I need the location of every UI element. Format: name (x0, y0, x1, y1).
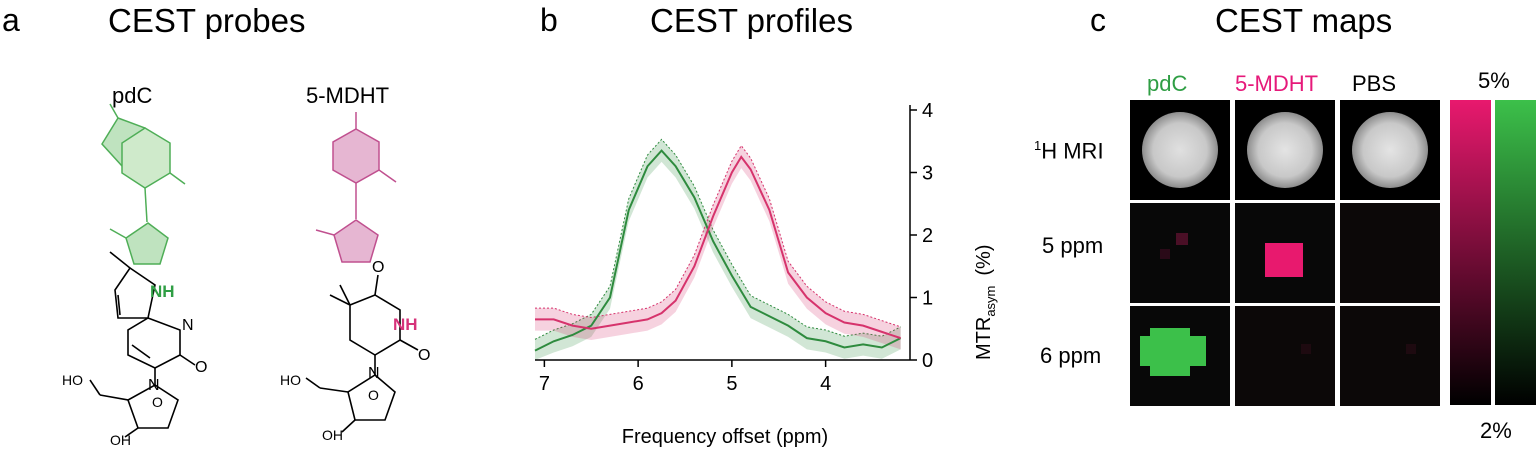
chart-ylabel: MTRasym (%) (973, 245, 998, 361)
panel-title-b: CEST profiles (650, 2, 853, 39)
map-col-pbs: PBS (1352, 71, 1397, 96)
mdht-nh-label: NH (393, 315, 418, 334)
chart-xlabel: Frequency offset (ppm) (622, 426, 828, 448)
chart-ylabel-unit: (%) (973, 245, 995, 276)
mdht-schematic (315, 112, 397, 263)
map-5ppm-mdht (1235, 203, 1335, 303)
map-row-6ppm: 6 ppm (1040, 343, 1102, 368)
map-6ppm-pdc (1130, 306, 1230, 406)
probe-name-mdht: 5-MDHT (306, 83, 390, 108)
mdht-ho-label: HO (280, 372, 301, 388)
probe-schematics: NH N O N O HO OH O NH O N O HO OH (62, 103, 430, 448)
mdht-o-label-1: O (372, 259, 384, 276)
colorbar-green (1495, 100, 1536, 405)
y-tick-label-1: 1 (922, 288, 933, 310)
panel-title-a: CEST probes (108, 2, 306, 39)
series-1-upper-dotted (535, 144, 901, 328)
pdc-ring-o-label: O (152, 394, 163, 410)
chart-lines (534, 149, 902, 352)
svg-text:MTRasym(%): MTRasym (%) (973, 245, 998, 361)
series-0-line (534, 149, 902, 352)
map-mri-pbs (1340, 100, 1440, 200)
colorbar-max-label: 5% (1478, 68, 1510, 93)
map-row-1h-sup: 1 (1034, 138, 1042, 153)
y-tick-label-3: 3 (922, 163, 933, 185)
colorbar-magenta (1450, 100, 1491, 405)
map-6ppm-mdht (1235, 306, 1335, 406)
map-row-5ppm: 5 ppm (1042, 233, 1104, 258)
y-tick-label-0: 0 (922, 350, 933, 372)
probe-name-pdc: pdC (112, 83, 153, 108)
x-tick-label-1: 6 (633, 373, 644, 395)
mdht-structure (305, 274, 419, 433)
mdht-n-label: N (368, 365, 380, 382)
pdc-n-label-2: N (148, 377, 160, 394)
pdc-o-label: O (195, 359, 207, 376)
pdc-schematic (101, 103, 186, 265)
series-0-upper-dotted (534, 138, 901, 340)
panel-letter-b: b (540, 2, 558, 38)
chart-ylabel-main: MTR (973, 317, 995, 360)
chart-ylabel-sub: asym (983, 286, 998, 317)
cest-profile-chart: 7 6 5 4 0 1 2 3 4 Frequency offset (ppm) MTRasym… (534, 100, 998, 448)
panel-title-c: CEST maps (1215, 2, 1393, 39)
map-col-pdc: pdC (1147, 71, 1188, 96)
x-tick-label-2: 5 (726, 373, 737, 395)
y-tick-label-4: 4 (922, 100, 933, 122)
pdc-oh-label: OH (110, 432, 131, 448)
x-tick-label-0: 7 (539, 373, 550, 395)
map-6ppm-pbs (1340, 306, 1440, 406)
pdc-ho-label: HO (62, 372, 83, 388)
map-col-mdht: 5-MDHT (1235, 71, 1319, 96)
chart-axes: 7 6 5 4 0 1 2 3 4 (535, 100, 933, 395)
mdht-ring-o-label: O (368, 387, 379, 403)
map-5ppm-pbs (1340, 203, 1440, 303)
mdht-o-label-2: O (418, 347, 430, 364)
map-mri-pdc (1130, 100, 1230, 200)
colorbar-min-label: 2% (1480, 418, 1512, 443)
mdht-oh-label: OH (322, 427, 343, 443)
map-row-1h-text: H MRI (1041, 138, 1104, 164)
map-row-1h-mri: 1H MRI (1034, 138, 1104, 164)
panel-letter-a: a (2, 2, 20, 38)
series-1-line (535, 155, 901, 340)
x-tick-label-3: 4 (820, 373, 831, 395)
pdc-nh-label: NH (150, 282, 175, 301)
pdc-n-label-1: N (182, 317, 194, 334)
pdc-structure (89, 251, 196, 438)
map-5ppm-pdc (1130, 203, 1230, 303)
panel-letter-c: c (1090, 2, 1106, 38)
y-tick-label-2: 2 (922, 225, 933, 247)
map-mri-mdht (1235, 100, 1335, 200)
